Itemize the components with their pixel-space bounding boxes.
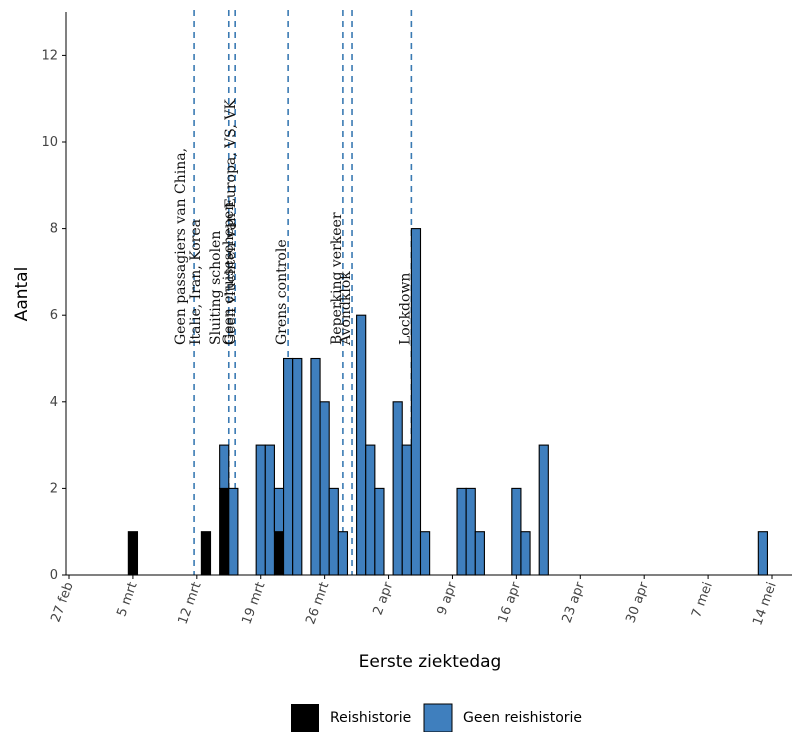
x-tick-label: 7 mei xyxy=(689,580,716,620)
bar-geen-reishistorie xyxy=(466,488,475,575)
y-tick-label: 2 xyxy=(50,481,58,496)
bar-geen-reishistorie xyxy=(758,532,767,575)
bar-reishistorie xyxy=(220,488,229,575)
bar-geen-reishistorie xyxy=(311,359,320,576)
bar-reishistorie xyxy=(128,532,137,575)
y-tick-label: 12 xyxy=(41,48,58,63)
bar-geen-reishistorie xyxy=(284,359,293,576)
event-label: Geen passagiers van China, xyxy=(173,148,189,345)
legend-swatch-reishistorie xyxy=(291,704,319,732)
event-label: Italie, Iran, Korea xyxy=(188,219,204,345)
bar-geen-reishistorie xyxy=(338,532,347,575)
legend: Reishistorie Geen reishistorie xyxy=(291,704,582,732)
bar-geen-reishistorie xyxy=(229,488,238,575)
bar-geen-reishistorie xyxy=(256,445,265,575)
event-label: Lockdown xyxy=(397,273,413,345)
x-tick-label: 26 mrt xyxy=(303,580,332,626)
bar-geen-reishistorie xyxy=(265,445,274,575)
x-axis-title: Eerste ziektedag xyxy=(359,652,502,672)
bar-geen-reishistorie xyxy=(320,402,329,575)
bar-geen-reishistorie xyxy=(512,488,521,575)
x-tick-label: 9 apr xyxy=(435,580,461,618)
x-tick-label: 5 mrt xyxy=(114,580,140,619)
bar-geen-reishistorie xyxy=(293,359,302,576)
legend-swatch-geen-reishistorie xyxy=(424,704,452,732)
y-tick-label: 4 xyxy=(50,395,58,410)
bar-reishistorie xyxy=(201,532,210,575)
y-axis-title: Aantal xyxy=(12,267,32,322)
x-tick-label: 27 feb xyxy=(48,580,76,624)
bar-geen-reishistorie xyxy=(366,445,375,575)
bar-geen-reishistorie xyxy=(357,315,366,575)
x-tick-label: 12 mrt xyxy=(176,580,205,626)
x-tick-label: 2 apr xyxy=(371,580,397,618)
bar-geen-reishistorie xyxy=(539,445,548,575)
bar-geen-reishistorie xyxy=(375,488,384,575)
y-tick-label: 10 xyxy=(41,135,58,150)
event-label: Geen cruiseschepen xyxy=(221,202,237,345)
bar-geen-reishistorie xyxy=(457,488,466,575)
bar-geen-reishistorie xyxy=(475,532,484,575)
x-ticks: 27 feb 5 mrt 12 mrt 19 mrt 26 mrt 2 apr 9 apr 1… xyxy=(48,575,779,628)
x-tick-label: 14 mei xyxy=(750,580,779,627)
bar-geen-reishistorie xyxy=(274,488,283,531)
bar-geen-reishistorie xyxy=(220,445,229,488)
bar-geen-reishistorie xyxy=(393,402,402,575)
bar-geen-reishistorie xyxy=(402,445,411,575)
bar-geen-reishistorie xyxy=(521,532,530,575)
y-tick-label: 6 xyxy=(50,308,58,323)
event-labels: Geen passagiers van China, Italie, Iran, … xyxy=(173,99,413,346)
legend-label-reishistorie: Reishistorie xyxy=(330,710,411,726)
event-label: Avondklok xyxy=(338,271,354,346)
x-tick-label: 19 mrt xyxy=(239,580,268,626)
bar-reishistorie xyxy=(274,532,283,575)
bar-geen-reishistorie xyxy=(329,488,338,575)
bar-geen-reishistorie xyxy=(421,532,430,575)
y-ticks: 0 2 4 6 8 10 12 xyxy=(41,48,66,583)
x-tick-label: 23 apr xyxy=(559,580,588,625)
x-tick-label: 16 apr xyxy=(496,580,525,625)
event-label: Grens controle xyxy=(274,239,290,345)
y-tick-label: 8 xyxy=(50,222,58,237)
legend-label-geen-reishistorie: Geen reishistorie xyxy=(463,710,582,726)
y-tick-label: 0 xyxy=(50,568,58,583)
x-tick-label: 30 apr xyxy=(623,580,652,625)
